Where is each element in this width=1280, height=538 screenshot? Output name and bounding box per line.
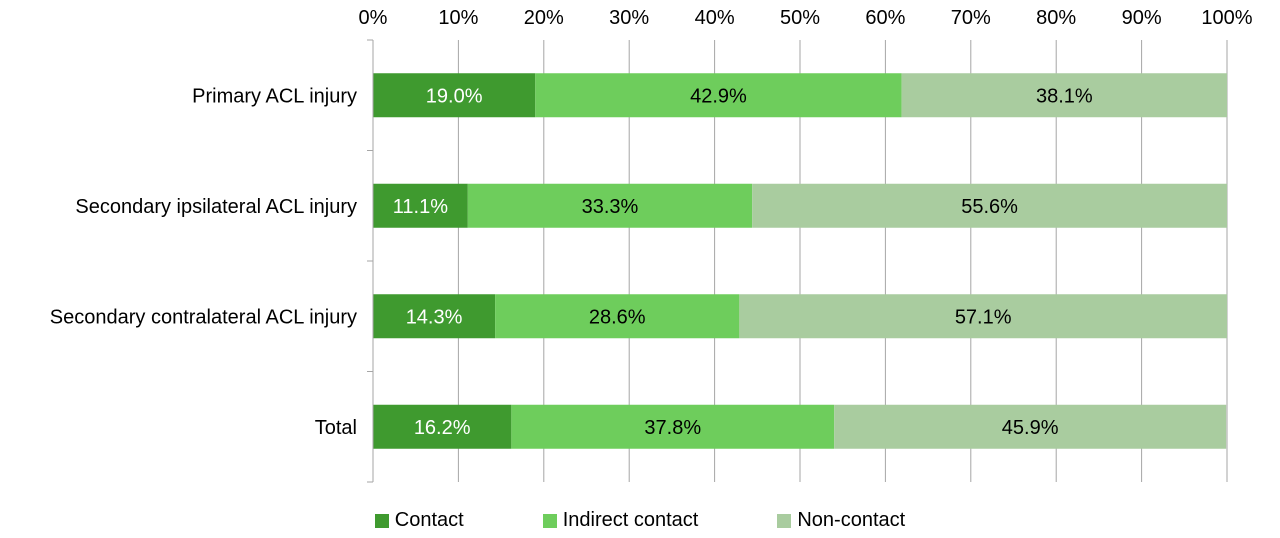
- legend-item-indirect-contact: Indirect contact: [480, 509, 699, 532]
- x-tick-label: 60%: [865, 7, 905, 29]
- legend-swatch-non-contact: [777, 513, 792, 528]
- data-label: 57.1%: [955, 306, 1012, 328]
- bar-segment-non-contact: [834, 404, 1227, 449]
- bar-segment-indirect-contact: [535, 73, 902, 118]
- bar-segment-non-contact: [739, 294, 1227, 339]
- category-label: Primary ACL injury: [192, 85, 357, 107]
- legend-label-non-contact: Non-contact: [797, 509, 906, 531]
- data-label: 38.1%: [1036, 85, 1093, 107]
- bar-segment-non-contact: [901, 73, 1227, 118]
- legend-swatch-contact: [374, 513, 389, 528]
- bar-segment-contact: [373, 404, 512, 449]
- data-label: 42.9%: [690, 85, 747, 107]
- x-tick-label: 80%: [1036, 7, 1076, 29]
- category-label: Total: [315, 417, 357, 439]
- chart-legend: Contact Indirect contact Non-contact: [0, 509, 1280, 532]
- data-label: 33.3%: [582, 196, 639, 218]
- x-tick-label: 70%: [951, 7, 991, 29]
- x-tick-label: 10%: [438, 7, 478, 29]
- legend-item-non-contact: Non-contact: [714, 509, 905, 532]
- bar-segment-indirect-contact: [511, 404, 835, 449]
- data-label: 14.3%: [406, 306, 463, 328]
- x-tick-label: 50%: [780, 7, 820, 29]
- x-tick-label: 100%: [1201, 7, 1252, 29]
- category-label: Secondary contralateral ACL injury: [50, 306, 357, 328]
- data-label: 55.6%: [961, 196, 1018, 218]
- data-label: 37.8%: [644, 417, 701, 439]
- legend-item-contact: Contact: [374, 509, 464, 532]
- x-tick-label: 20%: [524, 7, 564, 29]
- x-tick-label: 0%: [359, 7, 388, 29]
- data-label: 19.0%: [426, 85, 483, 107]
- bar-segment-contact: [373, 73, 536, 118]
- bar-segment-indirect-contact: [495, 294, 740, 339]
- stacked-bar-chart: 0% 10% 20% 30% 40% 50% 60% 70% 80% 90% 100% Primary…: [50, 7, 1253, 483]
- data-label: 45.9%: [1002, 417, 1059, 439]
- legend-label-indirect-contact: Indirect contact: [562, 509, 699, 531]
- legend-swatch-indirect-contact: [542, 513, 557, 528]
- category-label: Secondary ipsilateral ACL injury: [75, 196, 357, 218]
- x-tick-label: 90%: [1122, 7, 1162, 29]
- bar-segment-contact: [373, 183, 468, 228]
- data-label: 28.6%: [589, 306, 646, 328]
- bar-segment-indirect-contact: [467, 183, 753, 228]
- legend-label-contact: Contact: [394, 509, 464, 531]
- data-label: 16.2%: [414, 417, 471, 439]
- data-label: 11.1%: [393, 196, 448, 218]
- bar-segment-non-contact: [752, 183, 1227, 228]
- x-tick-label: 30%: [609, 7, 649, 29]
- bar-segment-contact: [373, 294, 496, 339]
- x-tick-label: 40%: [695, 7, 735, 29]
